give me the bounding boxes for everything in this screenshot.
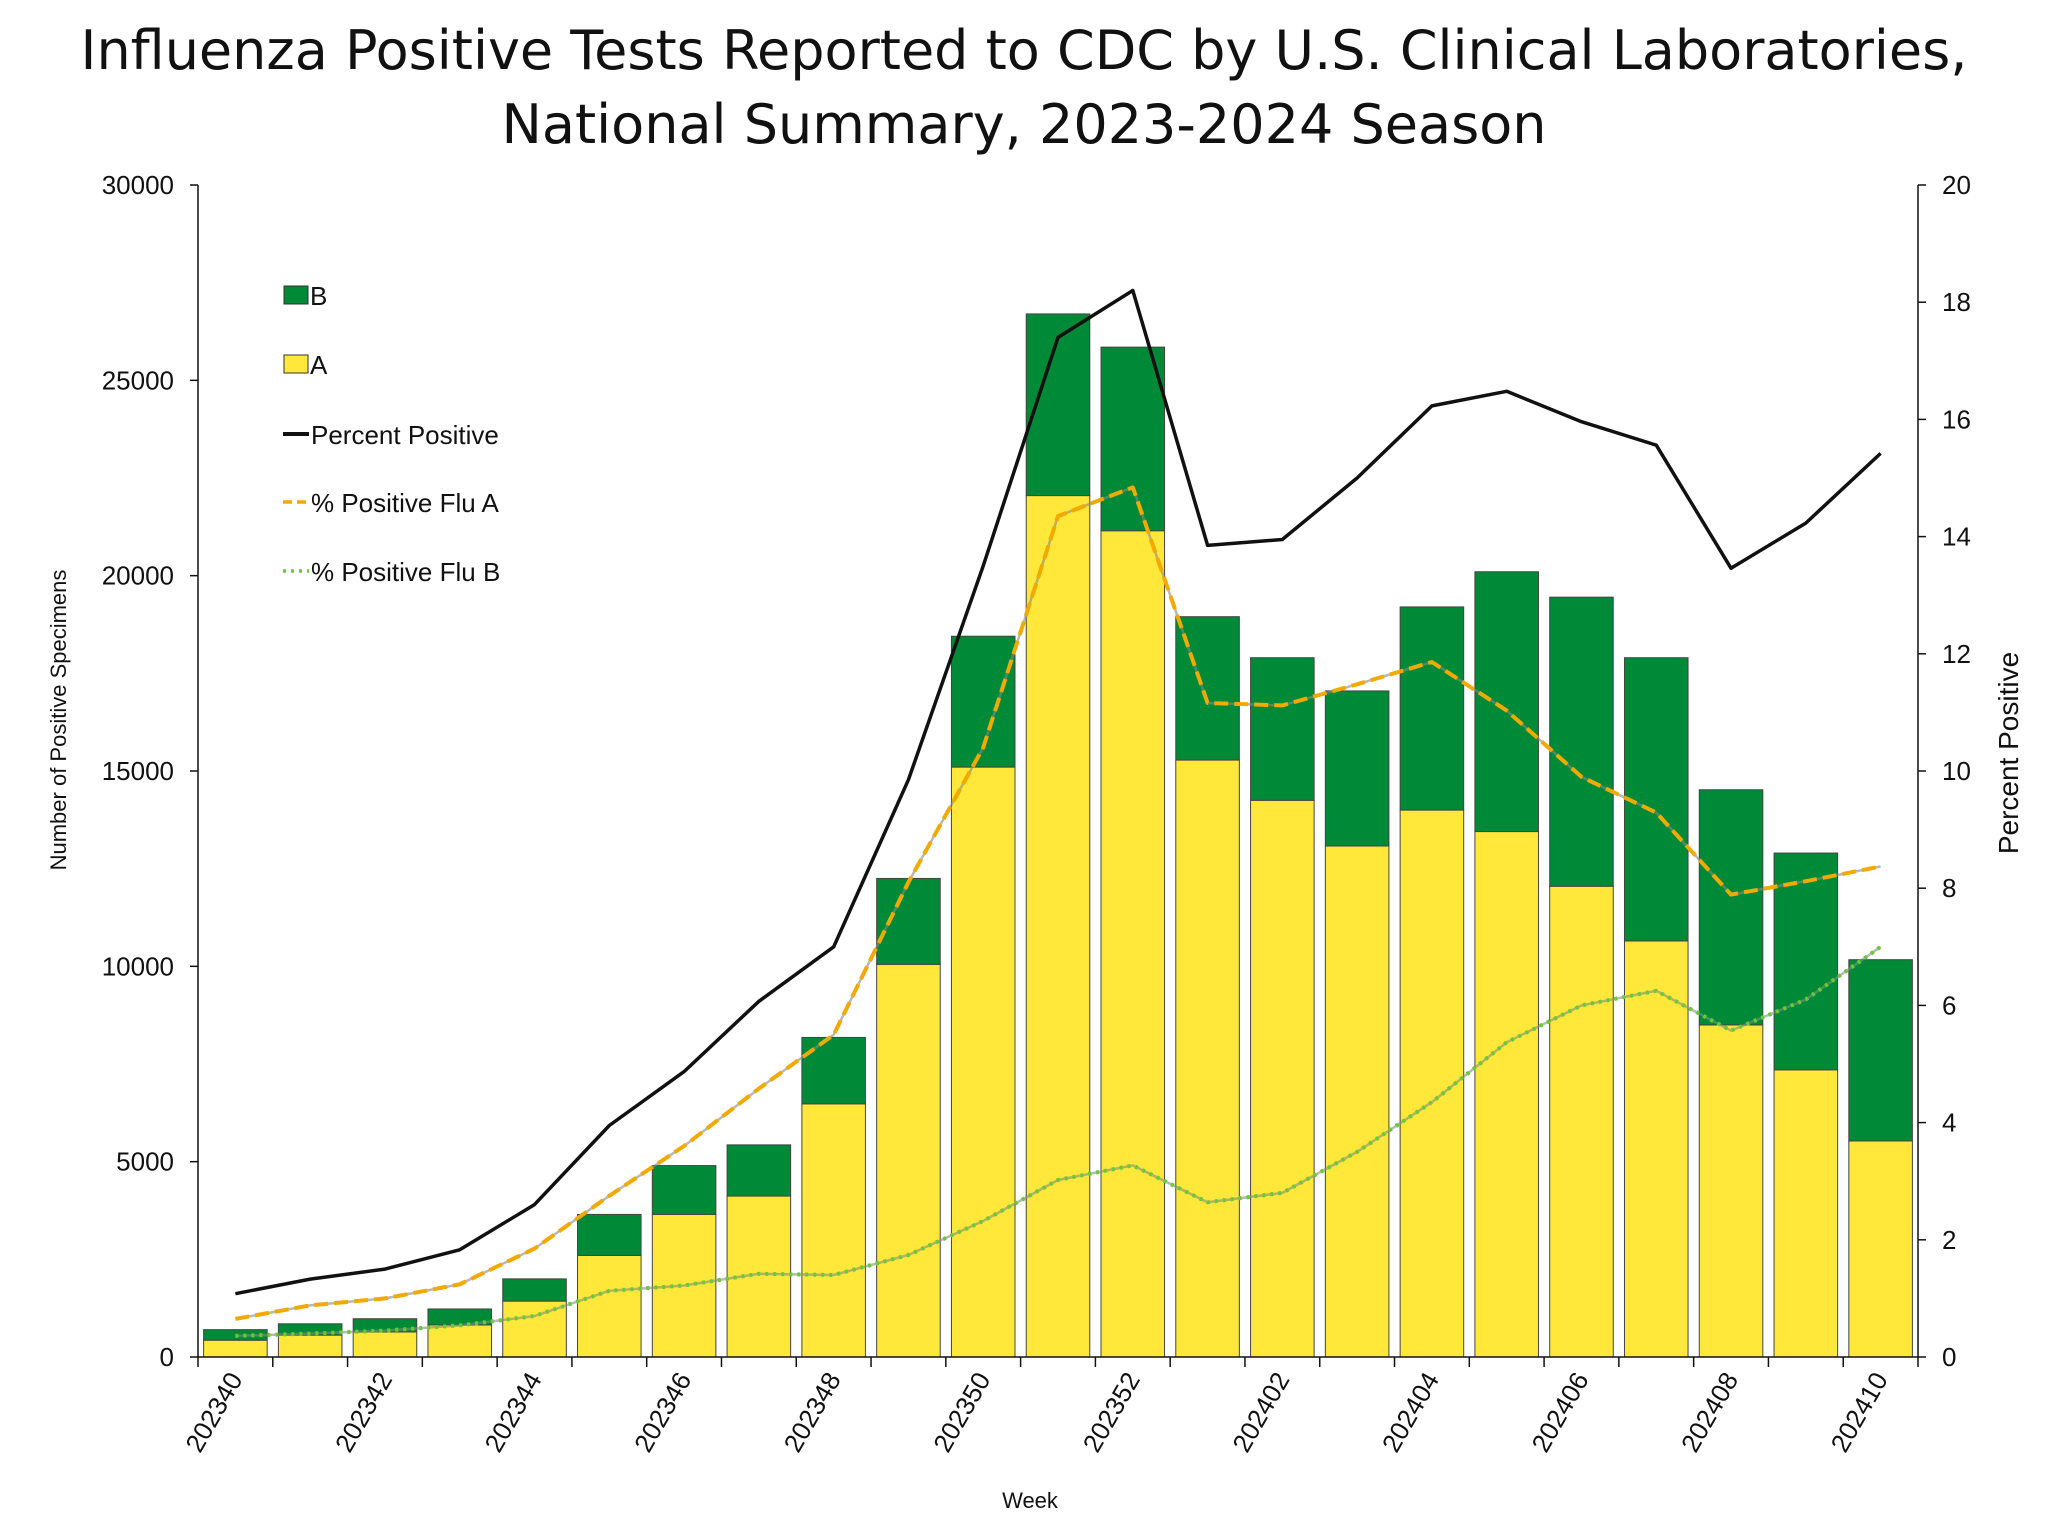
x-tick-label: 202402	[1226, 1367, 1295, 1457]
legend-label-percent-positive: Percent Positive	[311, 420, 499, 450]
y2-tick-label: 10	[1942, 756, 1971, 786]
legend: B A Percent Positive % Positive Flu A % …	[283, 281, 500, 587]
x-tick-label: 202404	[1376, 1367, 1445, 1457]
y2-tick-label: 8	[1942, 873, 1956, 903]
legend-label-flu-b: % Positive Flu B	[311, 557, 500, 587]
y2-tick-label: 2	[1942, 1225, 1956, 1255]
bar-a-202342	[352, 1331, 418, 1358]
bar-a-202406	[1549, 885, 1614, 1358]
bar-a-202351	[1025, 495, 1091, 1358]
bar-b-202349	[876, 877, 941, 965]
bar-a-202349	[876, 963, 941, 1358]
x-tick-label: 202408	[1675, 1367, 1744, 1457]
bar-b-202406	[1549, 596, 1614, 887]
y2-tick-label: 6	[1942, 990, 1956, 1020]
line--positive-flu-a	[235, 485, 1881, 1321]
legend-swatch-a	[283, 354, 309, 374]
bar-a-202403	[1324, 845, 1390, 1358]
y-tick-label: 15000	[102, 756, 174, 786]
y2-tick-label: 14	[1942, 522, 1971, 552]
x-axis-title: Week	[1002, 1488, 1059, 1513]
y-tick-label: 30000	[102, 170, 174, 200]
bar-a-202407	[1623, 940, 1689, 1358]
x-tick-label: 202340	[179, 1367, 248, 1457]
bar-a-202343	[427, 1324, 493, 1358]
legend-label-flu-a: % Positive Flu A	[311, 488, 500, 518]
bar-a-202340	[203, 1339, 268, 1358]
bars-layer	[203, 313, 1913, 1358]
line--positive-flu-b	[235, 945, 1882, 1338]
bar-b-202346	[651, 1165, 717, 1215]
x-tick-label: 202344	[478, 1367, 547, 1457]
bar-a-202348	[801, 1103, 866, 1358]
bar-a-202350	[950, 766, 1016, 1358]
bar-b-202404	[1399, 606, 1465, 811]
y2-tick-label: 16	[1942, 404, 1971, 434]
y-tick-label: 25000	[102, 365, 174, 395]
chart-title-line2: National Summary, 2023-2024 Season	[501, 93, 1547, 156]
y-axis-title: Number of Positive Specimens	[46, 570, 71, 871]
bar-a-202345	[577, 1254, 642, 1358]
bar-b-202344	[502, 1278, 567, 1302]
y-tick-label: 20000	[102, 561, 174, 591]
bar-a-202401	[1175, 759, 1240, 1358]
y2-tick-label: 4	[1942, 1108, 1956, 1138]
y2-tick-label: 20	[1942, 170, 1971, 200]
bar-b-202352	[1100, 346, 1166, 532]
bar-b-202410	[1848, 959, 1913, 1142]
chart-title-line1: Influenza Positive Tests Reported to CDC…	[80, 19, 1968, 82]
bar-a-202410	[1848, 1140, 1913, 1358]
legend-label-a: A	[310, 350, 328, 380]
x-tick-label: 202410	[1824, 1367, 1893, 1457]
y-tick-label: 0	[160, 1342, 174, 1372]
bar-a-202408	[1698, 1024, 1764, 1358]
y2-axis-title: Percent Positive	[1993, 652, 2024, 854]
legend-swatch-b	[283, 285, 309, 305]
bar-b-202345	[577, 1213, 642, 1256]
bar-a-202402	[1250, 799, 1315, 1358]
bar-b-202347	[726, 1144, 792, 1197]
bar-b-202408	[1698, 789, 1764, 1026]
bar-b-202348	[801, 1036, 866, 1105]
bar-b-202407	[1623, 657, 1689, 942]
y2-tick-label: 12	[1942, 639, 1971, 669]
bar-b-202409	[1773, 852, 1839, 1071]
x-tick-label: 202406	[1525, 1367, 1594, 1457]
x-tick-label: 202352	[1077, 1367, 1146, 1457]
bar-b-202403	[1324, 690, 1390, 847]
y2-tick-label: 0	[1942, 1342, 1956, 1372]
bar-a-202405	[1474, 831, 1539, 1358]
x-tick-label: 202348	[777, 1367, 846, 1457]
x-tick-label: 202346	[628, 1367, 697, 1457]
bar-a-202404	[1399, 809, 1465, 1358]
x-tick-label: 202342	[329, 1367, 398, 1457]
y-tick-label: 5000	[116, 1147, 174, 1177]
legend-label-b: B	[310, 281, 327, 311]
lines-layer	[235, 288, 1882, 1338]
y-tick-label: 10000	[102, 951, 174, 981]
bar-a-202352	[1100, 530, 1166, 1358]
bar-a-202409	[1773, 1069, 1839, 1358]
bar-b-202405	[1474, 571, 1539, 833]
bar-b-202402	[1250, 657, 1315, 801]
y2-tick-label: 18	[1942, 287, 1971, 317]
chart-title: Influenza Positive Tests Reported to CDC…	[0, 14, 2048, 162]
line-percent-positive	[235, 288, 1882, 1296]
bar-a-202341	[277, 1334, 343, 1358]
x-tick-label: 202350	[927, 1367, 996, 1457]
